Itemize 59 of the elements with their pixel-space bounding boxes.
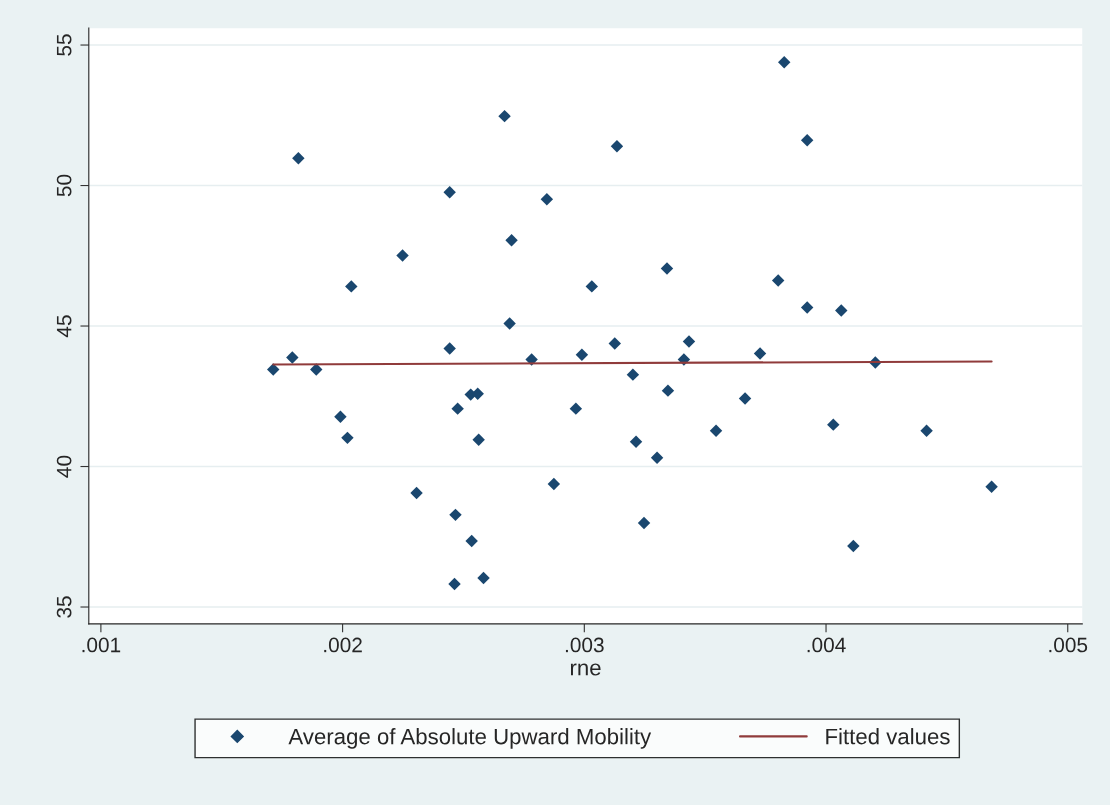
- point: [827, 418, 840, 431]
- y-tick-label: 55: [56, 34, 72, 56]
- point: [800, 301, 814, 314]
- point: [753, 347, 767, 360]
- point: [835, 304, 848, 317]
- point: [443, 342, 456, 355]
- point: [498, 109, 511, 123]
- point: [310, 363, 323, 376]
- point: [738, 392, 752, 405]
- point: [608, 337, 621, 350]
- point: [637, 516, 651, 530]
- point: [585, 280, 599, 293]
- point: [448, 577, 461, 591]
- point: [334, 410, 347, 423]
- point: [292, 152, 305, 165]
- y-tick-label: 40: [56, 455, 72, 478]
- point: [503, 317, 516, 330]
- point: [660, 262, 674, 275]
- point: [477, 571, 490, 585]
- y-tick-label: 50: [56, 174, 72, 197]
- x-tick-label: .003: [565, 637, 604, 653]
- point: [610, 139, 624, 153]
- point: [569, 402, 583, 415]
- y-tick-label: 35: [56, 596, 72, 618]
- x-tick-label: .004: [807, 637, 846, 653]
- point: [661, 384, 675, 397]
- point: [575, 348, 589, 361]
- point: [778, 55, 791, 69]
- point: [286, 351, 299, 364]
- point: [985, 480, 998, 493]
- point: [443, 186, 456, 199]
- legend-label: Average of Absolute Upward Mobility: [288, 728, 652, 749]
- point: [629, 435, 643, 448]
- point: [709, 424, 723, 438]
- point: [847, 539, 860, 553]
- point: [451, 402, 464, 415]
- point: [920, 424, 933, 438]
- point: [800, 134, 814, 147]
- point: [410, 486, 423, 500]
- x-axis-title: rne: [570, 663, 601, 676]
- point: [345, 280, 358, 293]
- y-tick-label: 45: [56, 315, 72, 338]
- point: [650, 451, 664, 465]
- point: [547, 477, 561, 491]
- point: [771, 274, 785, 287]
- point: [472, 433, 485, 447]
- point: [540, 193, 554, 206]
- x-tick-label: .001: [82, 637, 121, 653]
- point: [682, 335, 696, 348]
- point: [396, 249, 409, 262]
- x-tick-label: .005: [1049, 637, 1088, 653]
- point: [449, 508, 462, 522]
- point: [626, 368, 640, 381]
- x-tick-label: .002: [324, 637, 362, 653]
- point: [341, 431, 354, 445]
- point: [505, 234, 518, 247]
- point: [465, 534, 478, 548]
- point: [267, 363, 280, 376]
- legend-label: Fitted values: [826, 728, 950, 745]
